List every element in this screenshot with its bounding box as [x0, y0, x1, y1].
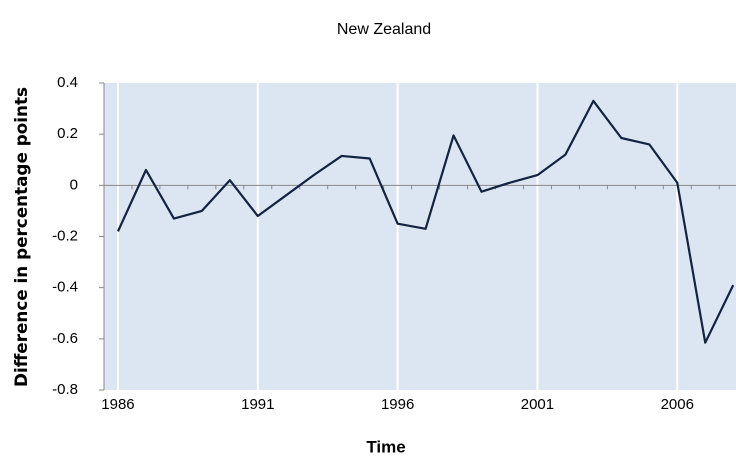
x-tick-label: 2001 — [521, 396, 554, 413]
data-line — [116, 99, 735, 344]
plot-area — [104, 83, 736, 390]
y-tick-label: 0.2 — [57, 125, 78, 142]
x-axis-label: Time — [366, 437, 405, 456]
x-tick-label: 1991 — [241, 396, 274, 413]
y-tick-label: -0.6 — [52, 330, 78, 347]
x-tick-label: 1986 — [101, 396, 134, 413]
y-tick-label: 0 — [70, 176, 78, 193]
x-tick-label: 2006 — [661, 396, 694, 413]
y-tick-label: -0.2 — [52, 227, 78, 244]
y-tick-label: -0.4 — [52, 279, 78, 296]
y-tick-label: 0.4 — [57, 74, 78, 91]
y-tick-label: -0.8 — [52, 381, 78, 398]
chart-title: New Zealand — [337, 21, 431, 38]
x-tick-label: 1996 — [381, 396, 414, 413]
y-axis-label: Difference in percentage points — [12, 87, 32, 387]
